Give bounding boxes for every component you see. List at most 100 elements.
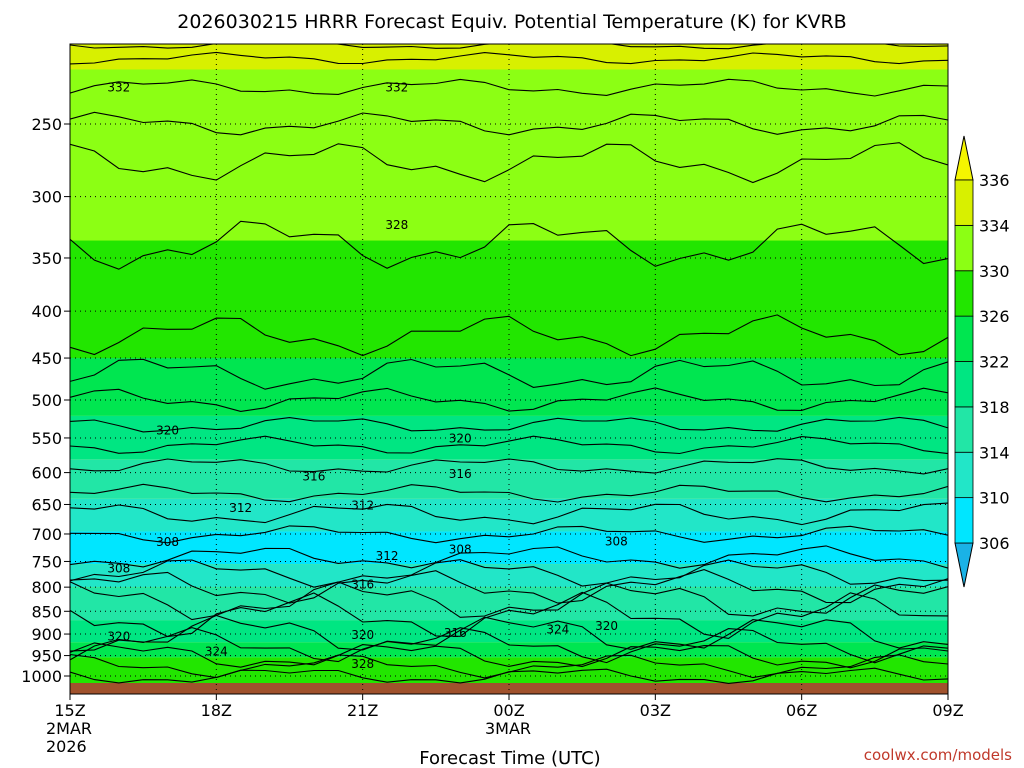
contour-label-1: 332 <box>385 80 408 94</box>
contour-label-text: 312 <box>229 501 252 515</box>
contour-label-21: 328 <box>351 657 374 671</box>
color-band-4 <box>70 358 948 416</box>
contour-label-16: 320 <box>351 628 374 642</box>
x-axis-label: Forecast Time (UTC) <box>419 748 600 768</box>
plot-area: 332 332 328 320 320 316 316 312 312 308 308 312 308 3… <box>69 43 949 695</box>
contour-label-11: 312 <box>376 549 399 563</box>
x-tick-label: 06Z <box>786 701 817 720</box>
contour-label-6: 316 <box>449 467 472 481</box>
contour-label-text: 308 <box>449 543 472 557</box>
contour-label-12: 308 <box>449 543 472 557</box>
y-tick-label: 450 <box>31 349 62 368</box>
color-band-6 <box>70 459 948 499</box>
y-tick-label: 550 <box>31 429 62 448</box>
y-tick-label: 950 <box>31 647 62 666</box>
contour-label-15: 320 <box>107 630 130 644</box>
y-tick-label: 1000 <box>21 667 62 686</box>
colorbar-segment <box>954 497 974 544</box>
contour-label-text: 312 <box>376 549 399 563</box>
grid-lines <box>70 44 948 694</box>
contour-label-18: 324 <box>546 623 569 637</box>
contour-label-text: 320 <box>107 630 130 644</box>
contour-label-text: 324 <box>546 623 569 637</box>
contour-label-3: 320 <box>156 424 179 438</box>
contour-label-0: 332 <box>107 80 130 94</box>
chart-title: 2026030215 HRRR Forecast Equiv. Potentia… <box>177 11 846 33</box>
contour-label-text: 320 <box>351 628 374 642</box>
contour-label-text: 316 <box>302 470 325 484</box>
contour-label-text: 312 <box>351 499 374 513</box>
contour-label-17: 316 <box>444 626 467 640</box>
y-tick-label: 800 <box>31 578 62 597</box>
credit-text[interactable]: coolwx.com/models <box>864 746 1012 764</box>
contour-label-2: 328 <box>385 218 408 232</box>
colorbar-label: 310 <box>979 489 1010 508</box>
contour-label-text: 320 <box>449 432 472 446</box>
contour-line-20 <box>70 614 948 652</box>
contour-line-24 <box>70 667 948 684</box>
contour-label-text: 332 <box>385 80 408 94</box>
contour-label-text: 308 <box>156 535 179 549</box>
colorbar-label: 326 <box>979 307 1010 326</box>
contour-label-text: 308 <box>107 561 130 575</box>
x-tick-label: 00Z <box>493 701 524 720</box>
contour-line-17 <box>70 569 948 604</box>
colorbar-segment <box>954 224 974 272</box>
y-tick-label: 400 <box>31 302 62 321</box>
y-tick-label: 850 <box>31 602 62 621</box>
colorbar-label: 306 <box>979 534 1010 553</box>
contour-labels: 332 332 328 320 320 316 316 312 312 308 308 312 308 3… <box>107 80 628 671</box>
y-tick-label: 650 <box>31 495 62 514</box>
colorbar-segment <box>954 270 974 317</box>
colorbar-segment <box>954 361 974 408</box>
contour-label-text: 316 <box>351 578 374 592</box>
colorbar: 306 310 314 318 322 326 330 334 336 <box>954 135 1010 588</box>
y-tick-label: 750 <box>31 552 62 571</box>
contour-label-text: 316 <box>449 467 472 481</box>
contour-label-text: 320 <box>156 424 179 438</box>
contour-label-9: 308 <box>156 535 179 549</box>
y-tick-label: 350 <box>31 249 62 268</box>
contour-label-text: 308 <box>605 534 628 548</box>
colorbar-segment <box>954 451 974 499</box>
contour-label-13: 308 <box>605 534 628 548</box>
colorbar-label: 334 <box>979 216 1010 235</box>
x-tick-sublabel: 2026 <box>46 737 87 756</box>
colorbar-arrow-low <box>954 542 974 588</box>
colorbar-label: 314 <box>979 443 1010 462</box>
contour-label-4: 320 <box>449 432 472 446</box>
x-tick-label: 09Z <box>932 701 963 720</box>
color-band-11 <box>70 620 948 643</box>
color-band-12 <box>70 642 948 658</box>
contour-label-text: 332 <box>107 80 130 94</box>
contour-label-text: 328 <box>351 657 374 671</box>
contour-label-10: 308 <box>107 561 130 575</box>
color-band-9 <box>70 564 948 588</box>
y-tick-label: 900 <box>31 625 62 644</box>
y-tick-label: 700 <box>31 525 62 544</box>
contour-label-5: 316 <box>302 470 325 484</box>
contour-label-7: 312 <box>229 501 252 515</box>
color-band-10 <box>70 587 948 621</box>
y-tick-label: 500 <box>31 391 62 410</box>
y-tick-label: 600 <box>31 464 62 483</box>
contour-line-12 <box>70 483 948 503</box>
colorbar-label: 330 <box>979 262 1010 281</box>
y-tick-label: 300 <box>31 188 62 207</box>
ground-band <box>70 683 948 694</box>
colorbar-arrow-high <box>954 135 974 181</box>
y-tick-label: 250 <box>31 115 62 134</box>
contour-label-text: 324 <box>205 644 228 658</box>
x-tick-label: 15Z <box>54 701 85 720</box>
colorbar-segment <box>954 315 974 362</box>
contour-label-text: 316 <box>444 626 467 640</box>
colorbar-label: 322 <box>979 353 1010 372</box>
x-tick-sublabel: 2MAR <box>46 719 92 738</box>
color-band-5 <box>70 415 948 460</box>
contour-label-text: 328 <box>385 218 408 232</box>
contour-label-14: 316 <box>351 578 374 592</box>
colorbar-label: 336 <box>979 171 1010 190</box>
contour-label-text: 320 <box>595 619 618 633</box>
